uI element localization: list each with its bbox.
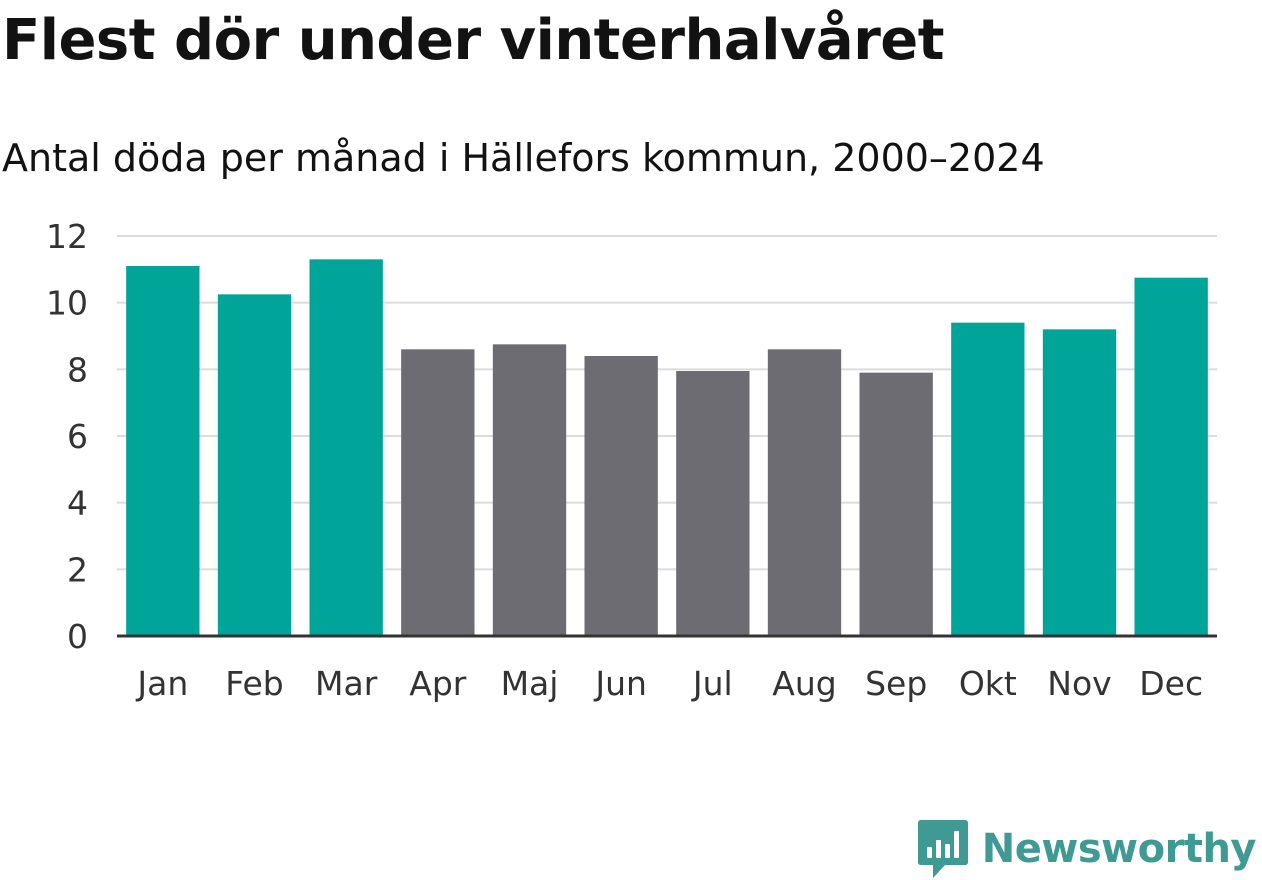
bar-jan xyxy=(126,266,200,636)
y-tick-label: 12 xyxy=(46,217,88,256)
bar-nov xyxy=(1042,329,1117,636)
x-tick-label: Dec xyxy=(1139,664,1203,703)
x-tick-label: Nov xyxy=(1047,664,1111,703)
x-tick-label: Sep xyxy=(865,664,927,703)
x-tick-label: Mar xyxy=(315,664,378,703)
bar-jul xyxy=(676,371,750,636)
y-tick-label: 4 xyxy=(67,484,88,523)
x-tick-label: Apr xyxy=(409,664,467,703)
chart-subtitle: Antal döda per månad i Hällefors kommun,… xyxy=(2,136,1045,180)
brand-name: Newsworthy xyxy=(981,826,1257,872)
bar-jun xyxy=(584,356,658,636)
bar-okt xyxy=(951,322,1025,636)
y-tick-label: 0 xyxy=(67,617,88,656)
x-tick-label: Feb xyxy=(225,664,283,703)
x-tick-label: Jun xyxy=(593,664,647,703)
x-tick-label: Okt xyxy=(959,664,1017,703)
y-tick-label: 2 xyxy=(67,550,88,589)
chart-title: Flest dör under vinterhalvåret xyxy=(2,8,945,73)
bar-sep xyxy=(859,372,933,636)
bars xyxy=(126,259,1208,636)
y-tick-label: 6 xyxy=(67,417,88,456)
x-tick-label: Jan xyxy=(135,664,188,703)
newsworthy-logo: Newsworthy xyxy=(917,818,1257,880)
tick-labels: 0 2 4 6 8 10 12 Jan Feb Mar Apr Maj Jun Jul Aug Sep Okt N… xyxy=(46,217,1203,703)
y-tick-label: 10 xyxy=(46,284,88,323)
x-tick-label: Jul xyxy=(691,664,733,703)
bar-maj xyxy=(492,344,567,636)
gridlines xyxy=(117,235,1217,571)
bar-mar xyxy=(309,259,383,636)
x-tick-label: Maj xyxy=(501,664,559,703)
bar-feb xyxy=(217,294,292,636)
newsworthy-logo-icon xyxy=(917,820,968,878)
x-tick-label: Aug xyxy=(772,664,836,703)
bar-apr xyxy=(401,349,475,636)
bar-aug xyxy=(767,349,842,636)
bar-dec xyxy=(1134,277,1208,636)
y-tick-label: 8 xyxy=(67,350,88,389)
